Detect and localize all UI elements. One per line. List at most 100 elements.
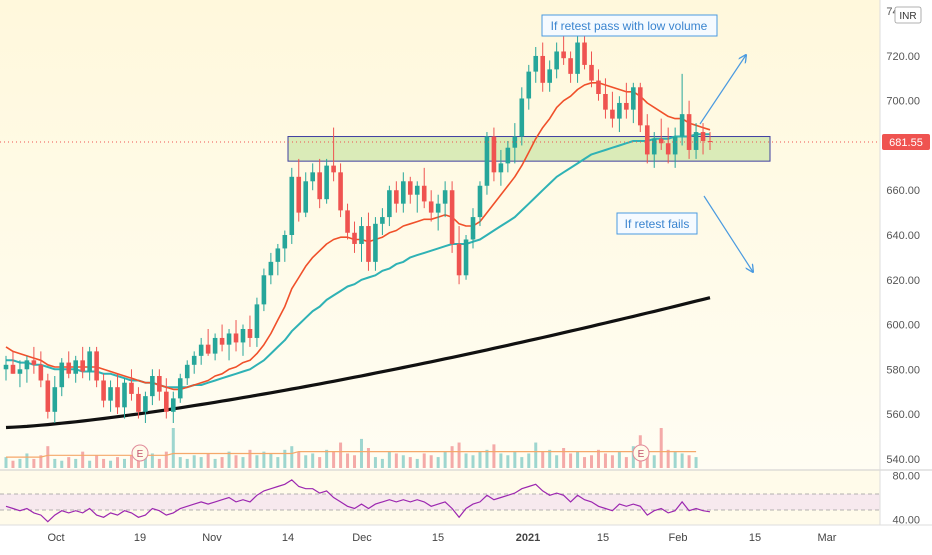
candle[interactable] — [505, 141, 511, 173]
candle[interactable] — [470, 208, 476, 249]
candle[interactable] — [540, 42, 546, 92]
candle[interactable] — [115, 373, 120, 415]
candle[interactable] — [380, 208, 385, 235]
candle[interactable] — [205, 329, 211, 356]
candle[interactable] — [191, 351, 197, 374]
candle[interactable] — [672, 127, 678, 168]
candle[interactable] — [394, 181, 399, 213]
candle[interactable] — [421, 167, 427, 209]
arrow-down[interactable] — [703, 195, 753, 272]
candle[interactable] — [122, 378, 127, 419]
candle[interactable] — [366, 212, 371, 271]
candle[interactable] — [282, 230, 288, 262]
candle[interactable] — [226, 329, 232, 361]
candle[interactable] — [80, 346, 85, 379]
candle[interactable] — [456, 226, 462, 285]
candle[interactable] — [129, 369, 134, 401]
candle[interactable] — [331, 127, 336, 182]
candle[interactable] — [596, 69, 601, 101]
candle[interactable] — [261, 268, 267, 312]
candle[interactable] — [3, 355, 9, 381]
candle[interactable] — [575, 33, 580, 83]
ema-slow-line[interactable] — [5, 296, 711, 430]
candle[interactable] — [484, 132, 490, 195]
candle[interactable] — [136, 387, 141, 419]
candle[interactable] — [275, 243, 281, 276]
candle[interactable] — [512, 123, 518, 164]
candle[interactable] — [31, 346, 37, 374]
candle[interactable] — [198, 337, 204, 365]
currency-badge[interactable]: INR — [894, 6, 922, 24]
candle[interactable] — [644, 114, 650, 164]
candle[interactable] — [143, 391, 148, 423]
candle[interactable] — [519, 87, 525, 146]
candle[interactable] — [73, 355, 79, 383]
candle[interactable] — [582, 33, 587, 70]
time-axis[interactable]: Oct 19 Nov 14 Dec 15 2021 15 Feb 15 Mar — [47, 532, 836, 544]
candle[interactable] — [352, 221, 357, 253]
candle[interactable] — [387, 185, 392, 227]
candle[interactable] — [219, 324, 225, 352]
candle[interactable] — [164, 378, 169, 419]
candle[interactable] — [108, 380, 113, 412]
candle[interactable] — [338, 163, 343, 218]
candle[interactable] — [324, 158, 329, 204]
candle[interactable] — [184, 360, 190, 385]
candle[interactable] — [170, 391, 176, 423]
candle[interactable] — [345, 203, 350, 240]
candle[interactable] — [303, 172, 309, 218]
candle[interactable] — [289, 167, 295, 244]
candle[interactable] — [589, 51, 594, 88]
candle[interactable] — [442, 181, 448, 218]
candle[interactable] — [498, 149, 504, 186]
candle[interactable] — [38, 351, 44, 388]
candle[interactable] — [610, 91, 615, 128]
candle[interactable] — [658, 118, 664, 150]
earnings-marker-2[interactable]: E — [632, 444, 650, 462]
candle[interactable] — [533, 47, 539, 83]
candle[interactable] — [554, 42, 559, 79]
candle[interactable] — [150, 369, 155, 406]
candle[interactable] — [401, 172, 406, 213]
candle[interactable] — [568, 51, 573, 83]
candle[interactable] — [177, 373, 183, 403]
candle[interactable] — [428, 190, 434, 222]
candle[interactable] — [17, 360, 23, 388]
candle[interactable] — [477, 181, 483, 227]
candle[interactable] — [212, 333, 218, 361]
candle[interactable] — [407, 176, 413, 204]
candle[interactable] — [463, 235, 469, 280]
earnings-marker-1[interactable]: E — [131, 444, 149, 462]
candle[interactable] — [526, 64, 532, 110]
candle[interactable] — [101, 373, 106, 408]
candle[interactable] — [603, 78, 608, 119]
candle[interactable] — [24, 355, 30, 383]
candle[interactable] — [651, 132, 657, 168]
price-axis[interactable]: 740.00720.00700.00680.00660.00640.00620.… — [886, 6, 920, 466]
candle[interactable] — [449, 181, 455, 253]
candle[interactable] — [637, 82, 643, 133]
annotation-pass[interactable]: If retest pass with low volume — [541, 14, 718, 37]
candle[interactable] — [10, 351, 16, 374]
candle[interactable] — [700, 123, 706, 155]
candle[interactable] — [624, 82, 629, 119]
candle[interactable] — [617, 96, 622, 133]
candle[interactable] — [94, 346, 99, 388]
candle[interactable] — [45, 373, 51, 419]
candle[interactable] — [310, 163, 315, 191]
candle[interactable] — [359, 217, 364, 262]
ema-fast-line[interactable] — [5, 82, 711, 391]
candle[interactable] — [547, 60, 552, 92]
candle[interactable] — [233, 320, 239, 352]
candle[interactable] — [52, 376, 58, 423]
candle[interactable] — [240, 324, 246, 356]
candle[interactable] — [686, 100, 692, 159]
candle[interactable] — [693, 123, 699, 159]
candle[interactable] — [296, 158, 302, 222]
candle[interactable] — [631, 82, 636, 124]
rsi-line[interactable] — [5, 479, 711, 523]
candle[interactable] — [87, 346, 92, 381]
candle[interactable] — [59, 358, 65, 397]
candle[interactable] — [679, 73, 685, 146]
